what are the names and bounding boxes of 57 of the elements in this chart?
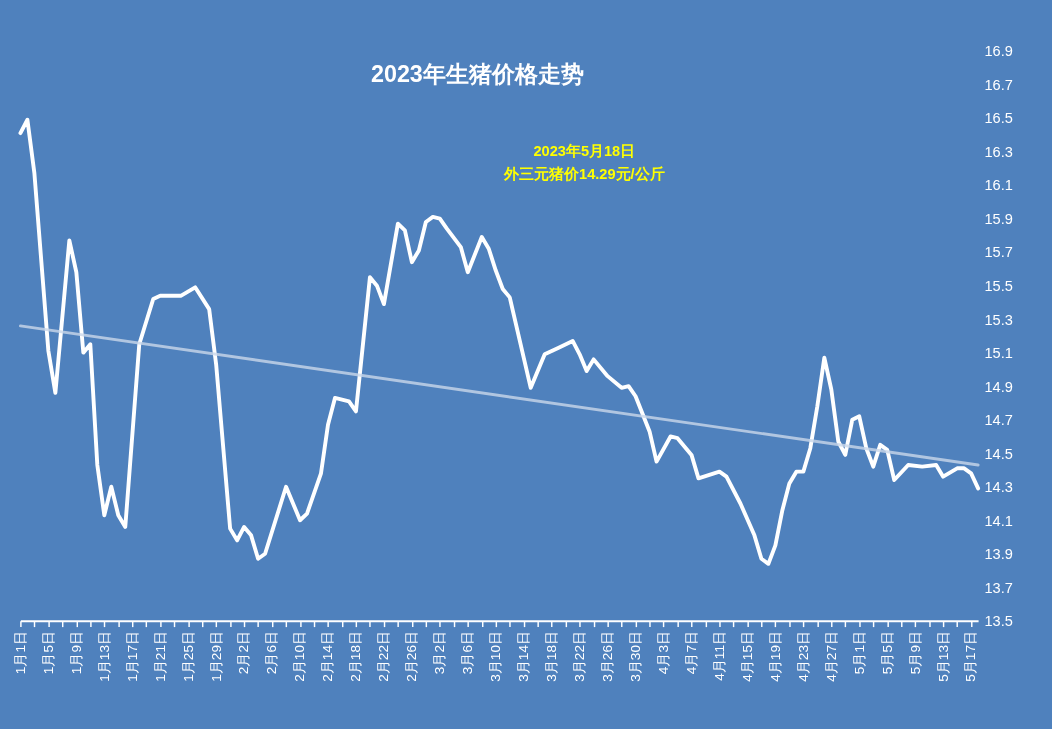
y-tick-label: 14.3: [984, 479, 1013, 496]
y-tick-label: 16.5: [984, 110, 1013, 127]
y-tick-label: 13.9: [984, 546, 1013, 563]
x-tick-label: 3月26日: [599, 631, 615, 682]
x-tick-label: 3月6日: [460, 631, 476, 675]
x-tick-label: 3月14日: [516, 631, 532, 682]
y-tick-label: 16.7: [984, 76, 1013, 93]
line-series: [18, 117, 981, 566]
x-tick-label: 4月3日: [655, 631, 671, 675]
x-tick-label: 1月17日: [124, 631, 140, 682]
x-tick-label: 3月22日: [572, 631, 588, 682]
x-tick-label: 2月18日: [348, 631, 364, 682]
x-tick-label: 4月15日: [739, 631, 755, 682]
chart-title: 2023年生猪价格走势: [370, 61, 584, 88]
x-tick-label: 2月6日: [264, 631, 280, 675]
x-tick-label: 5月17日: [963, 631, 979, 682]
x-tick-label: 1月29日: [208, 631, 224, 682]
x-tick-label: 3月10日: [488, 631, 504, 682]
x-tick-label: 2月26日: [404, 631, 420, 682]
y-tick-label: 15.7: [984, 244, 1013, 261]
y-tick-label: 13.5: [984, 613, 1013, 630]
y-tick-label: 15.5: [984, 277, 1013, 294]
y-tick-label: 14.7: [984, 412, 1013, 429]
x-tick-label: 3月30日: [627, 631, 643, 682]
annotation: 外三元猪价14.29元/公斤: [503, 166, 665, 183]
x-tick-label: 2月22日: [376, 631, 392, 682]
x-tick-label: 5月13日: [935, 631, 951, 682]
x-tick-label: 1月9日: [68, 631, 84, 675]
y-tick-label: 14.9: [984, 378, 1013, 395]
y-tick-label: 14.1: [984, 512, 1013, 529]
x-tick-label: 2月10日: [292, 631, 308, 682]
x-tick-label: 1月1日: [12, 631, 28, 675]
x-tick-label: 5月1日: [851, 631, 867, 675]
annotation: 2023年5月18日: [533, 143, 636, 160]
y-tick-label: 15.1: [984, 345, 1013, 362]
x-tick-label: 4月7日: [683, 631, 699, 675]
x-tick-label: 2月14日: [320, 631, 336, 682]
y-tick-label: 16.9: [984, 43, 1013, 60]
x-tick-label: 4月19日: [767, 631, 783, 682]
x-tick-label: 2月2日: [236, 631, 252, 675]
x-tick-label: 1月25日: [180, 631, 196, 682]
x-tick-label: 4月27日: [823, 631, 839, 682]
y-tick-label: 15.3: [984, 311, 1013, 328]
x-tick-label: 4月23日: [795, 631, 811, 682]
x-tick-label: 1月13日: [96, 631, 112, 682]
y-tick-label: 16.1: [984, 177, 1013, 194]
x-tick-label: 5月9日: [907, 631, 923, 675]
x-tick-label: 3月2日: [432, 631, 448, 675]
y-tick-label: 16.3: [984, 143, 1013, 160]
x-tick-label: 1月5日: [40, 631, 56, 675]
x-tick-label: 5月5日: [879, 631, 895, 675]
y-tick-label: 13.7: [984, 579, 1013, 596]
x-tick-label: 4月11日: [711, 631, 727, 681]
y-tick-label: 14.5: [984, 445, 1013, 462]
x-tick-label: 3月18日: [544, 631, 560, 682]
x-tick-label: 1月21日: [152, 631, 168, 682]
y-tick-label: 15.9: [984, 210, 1013, 227]
